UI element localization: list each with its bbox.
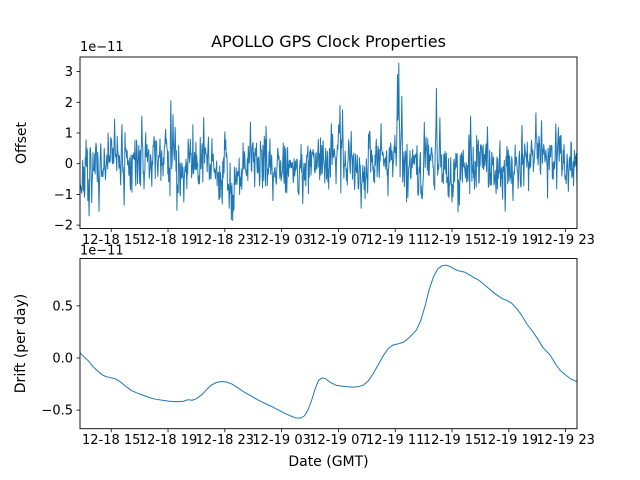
x-tick-label: 12-18 15 — [82, 233, 140, 248]
x-tick-label: 12-19 07 — [309, 233, 367, 248]
x-tick-label: 12-19 03 — [252, 233, 310, 248]
x-tick-label: 12-18 19 — [139, 433, 197, 448]
x-tick-label: 12-18 23 — [196, 433, 254, 448]
offset-y-axis-label: Offset — [14, 121, 30, 164]
x-tick-label: 12-19 15 — [423, 233, 481, 248]
y-tick-label: −1 — [54, 188, 73, 203]
y-tick-label: 0 — [65, 157, 73, 172]
x-tick-label: 12-19 19 — [480, 233, 538, 248]
y-tick-label: 3 — [65, 65, 73, 80]
x-tick-label: 12-19 11 — [366, 433, 424, 448]
x-tick-label: 12-19 19 — [480, 433, 538, 448]
x-tick-label: 12-18 15 — [82, 433, 140, 448]
x-tick-label: 12-19 23 — [536, 233, 594, 248]
y-tick-label: 2 — [65, 96, 73, 111]
x-tick-label: 12-19 07 — [309, 433, 367, 448]
offset-exponent-label: 1e−11 — [80, 40, 124, 55]
y-tick-label: 0.0 — [52, 351, 73, 366]
y-tick-label: 0.5 — [52, 299, 73, 314]
y-tick-label: 1 — [65, 127, 73, 142]
drift-y-axis-label: Drift (per day) — [13, 294, 29, 393]
y-tick-label: −2 — [54, 219, 73, 234]
x-tick-label: 12-18 19 — [139, 233, 197, 248]
x-tick-label: 12-19 23 — [536, 433, 594, 448]
drift-exponent-label: 1e−11 — [80, 244, 124, 259]
axes-spine — [79, 258, 578, 430]
x-tick-label: 12-19 03 — [252, 433, 310, 448]
chart-title: APOLLO GPS Clock Properties — [211, 32, 446, 51]
x-axis-label: Date (GMT) — [288, 454, 368, 470]
drift-data-line — [80, 264, 577, 419]
x-tick-label: 12-19 15 — [423, 433, 481, 448]
axes-spine — [79, 56, 578, 229]
y-tick-label: −0.5 — [41, 404, 73, 419]
x-tick-label: 12-18 23 — [196, 233, 254, 248]
x-tick-label: 12-19 11 — [366, 233, 424, 248]
offset-data-line — [80, 62, 577, 222]
